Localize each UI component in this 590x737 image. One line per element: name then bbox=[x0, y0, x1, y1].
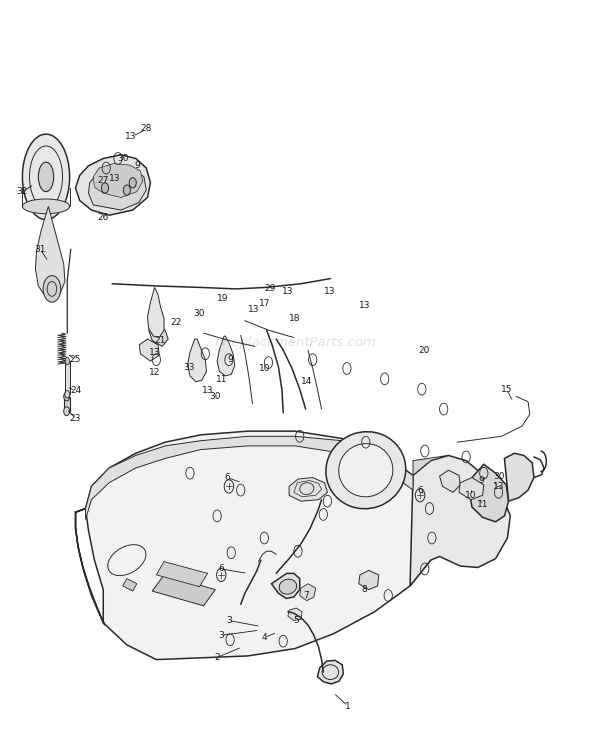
Ellipse shape bbox=[38, 162, 54, 192]
Text: 23: 23 bbox=[70, 414, 81, 423]
Polygon shape bbox=[152, 575, 215, 606]
Text: 24: 24 bbox=[70, 386, 81, 395]
Text: 26: 26 bbox=[97, 213, 109, 222]
Polygon shape bbox=[76, 155, 150, 215]
Ellipse shape bbox=[123, 185, 130, 195]
Text: 2: 2 bbox=[214, 653, 220, 662]
Ellipse shape bbox=[65, 357, 70, 365]
Text: 6: 6 bbox=[224, 473, 230, 482]
Polygon shape bbox=[123, 579, 137, 591]
Polygon shape bbox=[413, 455, 448, 475]
Polygon shape bbox=[440, 470, 460, 492]
Polygon shape bbox=[93, 164, 143, 198]
Polygon shape bbox=[64, 397, 70, 411]
Text: 20: 20 bbox=[418, 346, 430, 354]
Text: 13: 13 bbox=[149, 348, 160, 357]
Polygon shape bbox=[86, 431, 440, 660]
Polygon shape bbox=[300, 584, 316, 601]
Text: 30: 30 bbox=[493, 472, 504, 481]
Text: 15: 15 bbox=[500, 385, 512, 394]
Ellipse shape bbox=[279, 579, 297, 594]
Text: 32: 32 bbox=[17, 187, 28, 196]
Text: 13: 13 bbox=[109, 174, 121, 183]
Text: 27: 27 bbox=[97, 176, 109, 185]
Text: 18: 18 bbox=[289, 314, 301, 323]
Polygon shape bbox=[149, 324, 168, 346]
Text: 1: 1 bbox=[345, 702, 351, 710]
Ellipse shape bbox=[339, 444, 393, 497]
Ellipse shape bbox=[22, 199, 70, 214]
Ellipse shape bbox=[64, 392, 70, 401]
Polygon shape bbox=[504, 453, 534, 501]
Text: 13: 13 bbox=[202, 386, 214, 395]
Text: 14: 14 bbox=[301, 377, 313, 386]
Polygon shape bbox=[88, 168, 146, 210]
Text: 4: 4 bbox=[261, 633, 267, 642]
Text: 25: 25 bbox=[70, 355, 81, 364]
Text: 21: 21 bbox=[155, 336, 166, 345]
Ellipse shape bbox=[64, 407, 70, 416]
Text: 6: 6 bbox=[218, 565, 224, 573]
Polygon shape bbox=[410, 455, 510, 586]
Text: 17: 17 bbox=[258, 299, 270, 308]
Polygon shape bbox=[317, 660, 343, 684]
Ellipse shape bbox=[129, 178, 136, 188]
Text: eReplacementParts.com: eReplacementParts.com bbox=[214, 336, 376, 349]
Text: 10: 10 bbox=[465, 491, 477, 500]
Text: 30: 30 bbox=[117, 154, 129, 163]
Text: 12: 12 bbox=[149, 368, 160, 377]
Polygon shape bbox=[459, 478, 484, 500]
Polygon shape bbox=[359, 570, 379, 590]
Polygon shape bbox=[35, 206, 65, 298]
Text: 9: 9 bbox=[227, 355, 233, 364]
Text: 9: 9 bbox=[478, 476, 484, 485]
Polygon shape bbox=[65, 361, 70, 394]
Polygon shape bbox=[469, 464, 509, 522]
Polygon shape bbox=[271, 573, 300, 598]
Text: 13: 13 bbox=[248, 305, 260, 314]
Polygon shape bbox=[139, 339, 159, 361]
Ellipse shape bbox=[65, 391, 70, 398]
Text: 29: 29 bbox=[264, 284, 276, 293]
Text: 13: 13 bbox=[125, 132, 137, 141]
Text: 13: 13 bbox=[359, 301, 371, 310]
Text: 19: 19 bbox=[217, 294, 229, 303]
Text: 9: 9 bbox=[134, 161, 140, 170]
Text: 6: 6 bbox=[417, 486, 423, 495]
Ellipse shape bbox=[22, 134, 70, 220]
Polygon shape bbox=[148, 287, 164, 338]
Text: 5: 5 bbox=[293, 616, 299, 625]
Text: 33: 33 bbox=[183, 363, 195, 371]
Ellipse shape bbox=[43, 276, 61, 302]
Text: 3: 3 bbox=[218, 631, 224, 640]
Text: 28: 28 bbox=[140, 125, 152, 133]
Polygon shape bbox=[156, 562, 208, 587]
Polygon shape bbox=[217, 336, 235, 376]
Ellipse shape bbox=[101, 183, 109, 193]
Text: 11: 11 bbox=[215, 375, 227, 384]
Polygon shape bbox=[289, 478, 327, 501]
Ellipse shape bbox=[326, 432, 406, 509]
Text: 10: 10 bbox=[258, 364, 270, 373]
Text: 31: 31 bbox=[34, 245, 46, 254]
Text: 3: 3 bbox=[226, 616, 232, 625]
Polygon shape bbox=[288, 608, 302, 621]
Polygon shape bbox=[76, 509, 105, 625]
Text: 30: 30 bbox=[209, 392, 221, 401]
Text: 7: 7 bbox=[303, 591, 309, 600]
Text: 22: 22 bbox=[170, 318, 182, 327]
Text: 13: 13 bbox=[282, 287, 294, 296]
Text: 11: 11 bbox=[477, 500, 489, 509]
Text: 13: 13 bbox=[493, 482, 504, 491]
Text: 30: 30 bbox=[194, 309, 205, 318]
Polygon shape bbox=[188, 339, 206, 382]
Polygon shape bbox=[86, 436, 413, 520]
Text: 13: 13 bbox=[323, 287, 335, 296]
Text: 8: 8 bbox=[362, 585, 368, 594]
